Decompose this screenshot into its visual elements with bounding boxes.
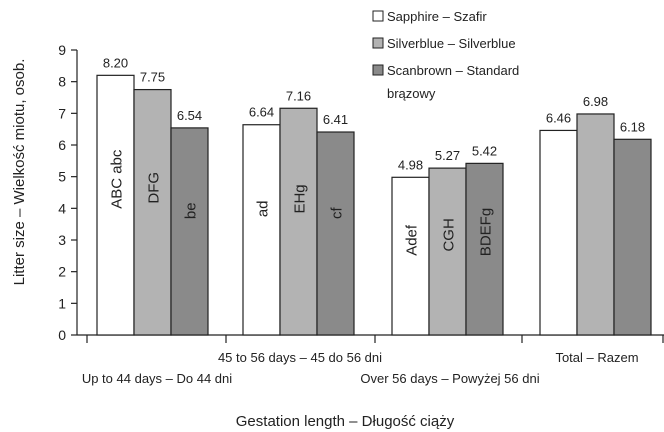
bar <box>465 162 504 336</box>
legend-label: Sapphire – Szafir <box>387 9 487 24</box>
x-axis: Up to 44 days – Do 44 dni 45 to 56 days –… <box>77 334 664 386</box>
significance-letters: ABC abc <box>109 149 126 209</box>
bar-value-label: 5.27 <box>435 148 460 163</box>
x-category-label: Over 56 days – Powyżej 56 dni <box>360 371 539 386</box>
bar-value-label: 4.98 <box>398 157 423 172</box>
bar-value-label: 6.18 <box>620 119 645 134</box>
bar <box>613 138 652 336</box>
legend-label: Silverblue – Silverblue <box>387 36 516 51</box>
significance-letters: ad <box>255 200 272 217</box>
significance-letters: be <box>183 202 200 219</box>
significance-letters: Adef <box>404 224 421 256</box>
legend-label: brązowy <box>387 86 436 101</box>
bar <box>279 107 318 336</box>
legend-swatch <box>372 64 384 76</box>
bar-value-label: 8.20 <box>103 55 128 70</box>
y-axis-title: Litter size – Wielkość miotu, osob. <box>11 59 28 286</box>
legend: Sapphire – Szafir Silverblue – Silverblue… <box>372 9 519 101</box>
bar <box>170 127 209 336</box>
bar <box>96 74 135 336</box>
bar <box>316 131 355 336</box>
x-category-label: Total – Razem <box>555 350 638 365</box>
x-category-label: Up to 44 days – Do 44 dni <box>82 371 232 386</box>
y-tick-label: 5 <box>58 169 66 185</box>
bar-value-label: 5.42 <box>472 143 497 158</box>
y-tick-label: 1 <box>58 295 66 311</box>
y-tick-label: 8 <box>58 74 66 90</box>
x-axis-title: Gestation length – Długość ciąży <box>236 413 455 430</box>
significance-letters: BDEFg <box>478 208 495 256</box>
y-tick-label: 4 <box>58 200 66 216</box>
bar <box>242 124 281 336</box>
y-tick-label: 7 <box>58 105 66 121</box>
x-category-label: 45 to 56 days – 45 do 56 dni <box>218 350 382 365</box>
bar <box>539 129 578 336</box>
y-tick-label: 9 <box>58 42 66 58</box>
bar-value-label: 6.98 <box>583 94 608 109</box>
bar-value-label: 6.41 <box>323 112 348 127</box>
y-tick-label: 0 <box>58 327 66 343</box>
bar-value-label: 7.75 <box>140 70 165 85</box>
bars: 8.20 ABC abc 6.64 ad 4.98 Adef 6.46 7.75 DFG 7.16… <box>96 55 652 336</box>
y-tick-label: 2 <box>58 264 66 280</box>
bar-value-label: 6.54 <box>177 108 202 123</box>
bar <box>576 113 615 336</box>
significance-letters: cf <box>329 207 346 220</box>
legend-label: Scanbrown – Standard <box>387 63 519 78</box>
significance-letters: EHg <box>292 184 309 213</box>
significance-letters: CGH <box>441 218 458 251</box>
bar-value-label: 6.46 <box>546 110 571 125</box>
y-axis: 0 1 2 3 4 5 6 7 8 9 <box>58 42 78 343</box>
y-tick-label: 3 <box>58 232 66 248</box>
bar <box>428 167 467 336</box>
legend-swatch <box>372 10 384 22</box>
bar-value-label: 7.16 <box>286 88 311 103</box>
bar-value-label: 6.64 <box>249 105 274 120</box>
bar <box>133 88 172 336</box>
significance-letters: DFG <box>146 172 163 204</box>
legend-swatch <box>372 37 384 49</box>
y-tick-label: 6 <box>58 137 66 153</box>
